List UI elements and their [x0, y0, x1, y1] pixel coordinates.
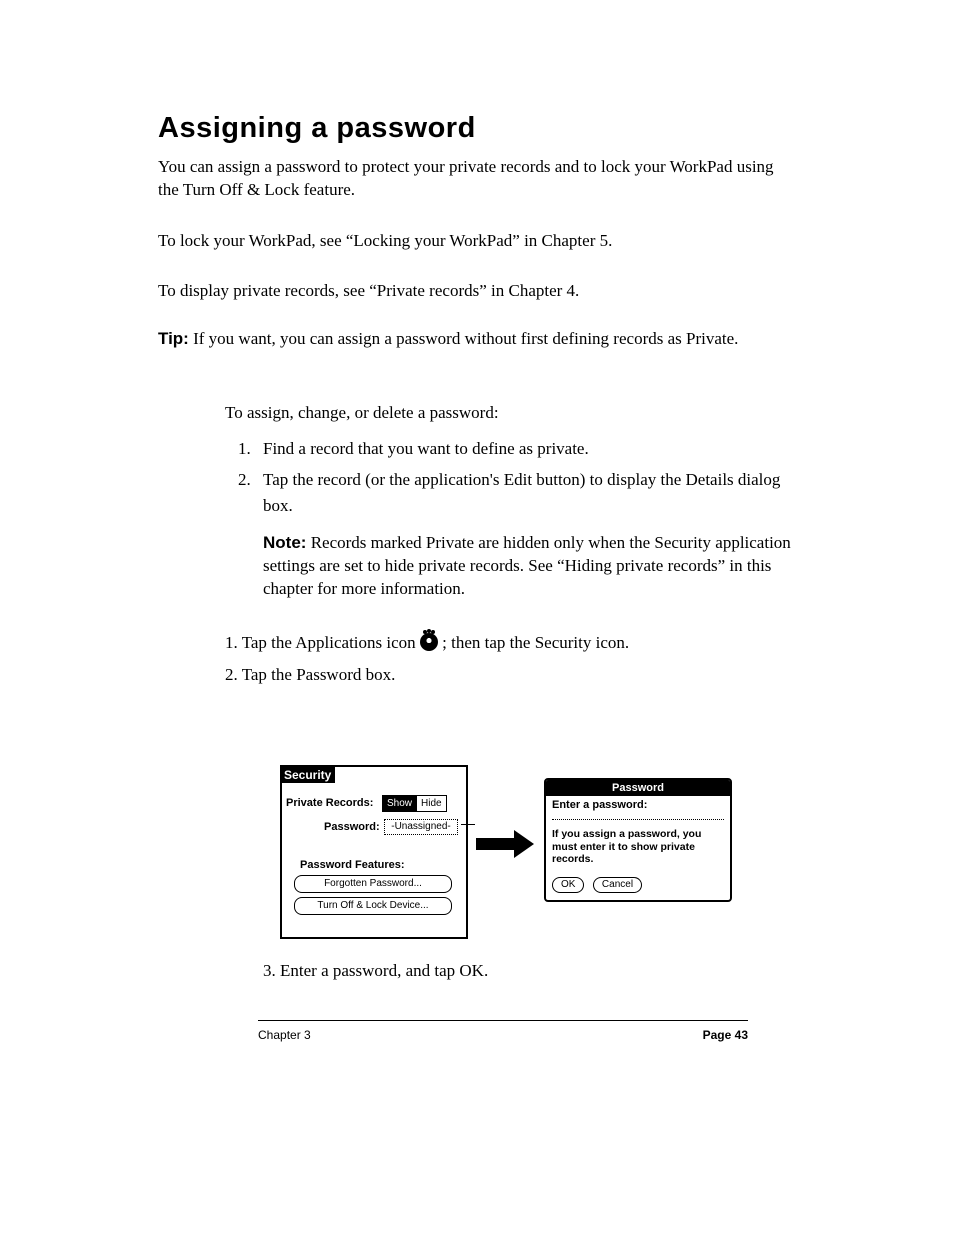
step-3-text: 3. Enter a password, and tap OK.	[263, 960, 823, 983]
toggle-show[interactable]: Show	[383, 796, 416, 811]
tip-block: Tip: If you want, you can assign a passw…	[158, 328, 798, 351]
section-heading: Assigning a password	[158, 112, 476, 145]
footer-rule	[258, 1020, 748, 1021]
password-dialog-buttons: OK Cancel	[546, 866, 730, 893]
intro-paragraph-3: To display private records, see “Private…	[158, 280, 798, 303]
steps-block-2: 1. Tap the Applications icon ; then tap …	[225, 630, 805, 687]
arrow-icon	[476, 832, 536, 856]
document-page: Assigning a password You can assign a pa…	[0, 0, 954, 1235]
tip-label: Tip:	[158, 329, 189, 348]
intro-paragraph-1: You can assign a password to protect you…	[158, 156, 798, 202]
note-text: Records marked Private are hidden only w…	[263, 533, 791, 598]
step-1: Find a record that you want to define as…	[255, 436, 805, 462]
steps-block-1: To assign, change, or delete a password:…	[225, 400, 805, 601]
page-footer: Chapter 3 Page 43	[258, 1028, 748, 1042]
forgotten-password-button[interactable]: Forgotten Password...	[294, 875, 452, 893]
footer-chapter: Chapter 3	[258, 1028, 311, 1042]
cancel-button[interactable]: Cancel	[593, 877, 642, 893]
step2-1: 1. Tap the Applications icon ; then tap …	[225, 630, 805, 656]
step2-1-prefix: 1. Tap the Applications icon	[225, 633, 420, 652]
security-panel-title: Security	[282, 767, 335, 783]
note-label: Note:	[263, 533, 306, 552]
toggle-hide[interactable]: Hide	[416, 796, 446, 811]
password-features-label: Password Features:	[300, 859, 405, 871]
password-prompt: Enter a password:	[546, 796, 730, 811]
steps-intro: To assign, change, or delete a password:	[225, 400, 805, 426]
ok-button[interactable]: OK	[552, 877, 584, 893]
applications-icon	[420, 633, 438, 651]
step2-1-suffix: ; then tap the Security icon.	[442, 633, 629, 652]
password-label: Password:	[324, 821, 380, 833]
turn-off-lock-button[interactable]: Turn Off & Lock Device...	[294, 897, 452, 915]
password-dialog: Password Enter a password: If you assign…	[544, 778, 732, 902]
security-panel: Security Private Records: Show Hide Pass…	[280, 765, 468, 939]
show-hide-toggle[interactable]: Show Hide	[382, 795, 447, 812]
footer-page: Page 43	[703, 1028, 748, 1042]
password-box[interactable]: -Unassigned-	[384, 819, 458, 835]
intro-paragraph-2: To lock your WorkPad, see “Locking your …	[158, 230, 798, 253]
password-explain: If you assign a password, you must enter…	[546, 820, 730, 866]
note-block: Note: Records marked Private are hidden …	[263, 532, 805, 601]
connector-line	[461, 824, 475, 825]
password-dialog-title: Password	[546, 780, 730, 796]
private-records-label: Private Records:	[286, 797, 373, 809]
step2-2: 2. Tap the Password box.	[225, 662, 805, 688]
step-2: Tap the record (or the application's Edi…	[255, 467, 805, 518]
tip-text: If you want, you can assign a password w…	[193, 329, 738, 348]
